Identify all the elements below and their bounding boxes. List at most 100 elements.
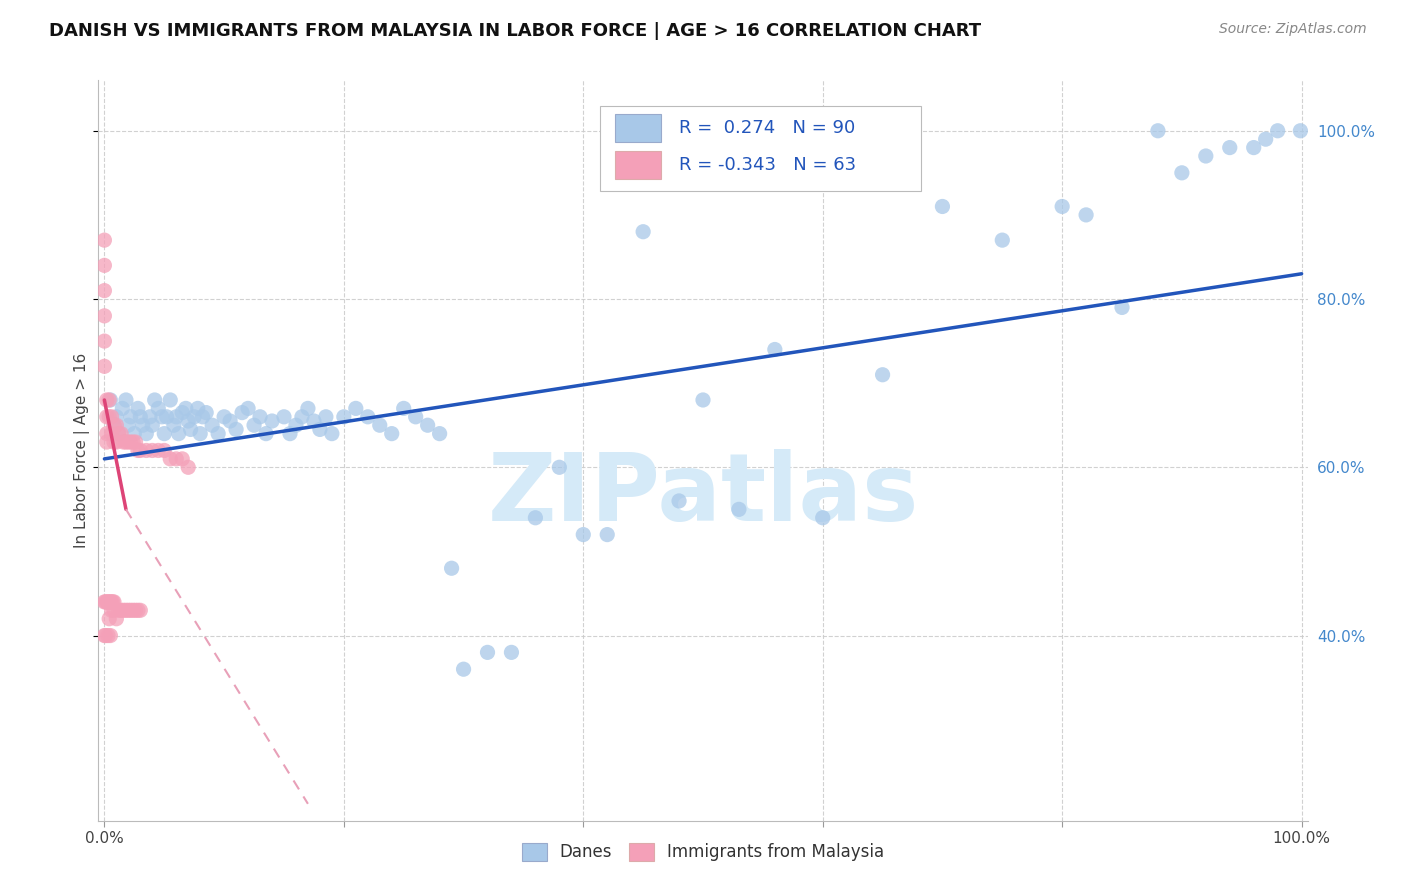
Point xyxy=(159,392,181,407)
Point xyxy=(107,603,129,617)
Point xyxy=(143,392,166,407)
Point xyxy=(103,418,125,433)
Point xyxy=(201,418,224,433)
Point xyxy=(321,426,343,441)
Point xyxy=(127,603,149,617)
Point xyxy=(105,612,128,626)
Point xyxy=(107,426,129,441)
Point xyxy=(132,418,155,433)
Point xyxy=(97,628,120,642)
Point xyxy=(139,409,162,424)
Point xyxy=(94,628,117,642)
Point xyxy=(188,426,211,441)
Point xyxy=(135,443,157,458)
Point xyxy=(98,612,121,626)
Y-axis label: In Labor Force | Age > 16: In Labor Force | Age > 16 xyxy=(75,353,90,548)
Point xyxy=(122,435,145,450)
Point xyxy=(135,426,157,441)
Point xyxy=(260,414,283,428)
Point xyxy=(98,409,121,424)
FancyBboxPatch shape xyxy=(600,106,921,191)
Point xyxy=(115,392,138,407)
Point xyxy=(231,406,253,420)
Legend: Danes, Immigrants from Malaysia: Danes, Immigrants from Malaysia xyxy=(515,836,891,868)
Point xyxy=(333,409,356,424)
Point xyxy=(100,595,122,609)
Point xyxy=(129,603,152,617)
Point xyxy=(93,359,115,374)
Point xyxy=(105,409,128,424)
Point xyxy=(381,426,404,441)
Point xyxy=(429,426,451,441)
Point xyxy=(103,435,125,450)
Point xyxy=(811,510,834,524)
Point xyxy=(112,435,135,450)
Text: R =  0.274   N = 90: R = 0.274 N = 90 xyxy=(679,120,855,137)
Point xyxy=(991,233,1014,247)
Point xyxy=(416,418,439,433)
Point xyxy=(100,595,122,609)
Point xyxy=(1267,124,1289,138)
Point xyxy=(453,662,475,676)
Text: R = -0.343   N = 63: R = -0.343 N = 63 xyxy=(679,156,856,175)
Point xyxy=(148,443,170,458)
Point xyxy=(1243,140,1265,154)
Point xyxy=(93,334,115,348)
Point xyxy=(236,401,259,416)
Point xyxy=(692,392,714,407)
Point xyxy=(117,435,139,450)
Point xyxy=(94,595,117,609)
Point xyxy=(124,426,146,441)
Point xyxy=(368,418,391,433)
Point xyxy=(103,595,125,609)
Point xyxy=(872,368,894,382)
Point xyxy=(524,510,547,524)
Point xyxy=(1147,124,1170,138)
Point xyxy=(165,451,187,466)
Point xyxy=(212,409,235,424)
Point xyxy=(141,443,163,458)
Point xyxy=(122,603,145,617)
Text: DANISH VS IMMIGRANTS FROM MALAYSIA IN LABOR FORCE | AGE > 16 CORRELATION CHART: DANISH VS IMMIGRANTS FROM MALAYSIA IN LA… xyxy=(49,22,981,40)
Point xyxy=(129,443,152,458)
Point xyxy=(96,426,118,441)
Point xyxy=(302,414,325,428)
Point xyxy=(1050,199,1073,213)
Point xyxy=(107,426,129,441)
Point xyxy=(243,418,266,433)
Point xyxy=(284,418,307,433)
Point xyxy=(159,451,181,466)
Point xyxy=(100,409,122,424)
Point xyxy=(103,603,125,617)
Point xyxy=(572,527,595,541)
Text: ZIPatlas: ZIPatlas xyxy=(488,449,918,541)
Point xyxy=(96,595,118,609)
Point xyxy=(177,460,200,475)
Point xyxy=(110,426,132,441)
Point xyxy=(96,409,118,424)
Point xyxy=(127,401,149,416)
Point xyxy=(127,443,149,458)
Point xyxy=(195,406,218,420)
Point xyxy=(207,426,229,441)
Point xyxy=(219,414,242,428)
Point xyxy=(124,435,146,450)
Point xyxy=(187,401,209,416)
Point xyxy=(111,401,134,416)
Point xyxy=(93,233,115,247)
Point xyxy=(1171,166,1194,180)
Point xyxy=(174,401,197,416)
Point xyxy=(931,199,953,213)
Point xyxy=(96,435,118,450)
Point xyxy=(254,426,277,441)
Point xyxy=(278,426,301,441)
Point xyxy=(98,392,121,407)
Point xyxy=(153,443,176,458)
Point xyxy=(225,422,247,436)
Point xyxy=(1219,140,1241,154)
Point xyxy=(120,603,142,617)
Point xyxy=(440,561,463,575)
Point xyxy=(117,603,139,617)
Point xyxy=(1289,124,1312,138)
Point xyxy=(405,409,427,424)
